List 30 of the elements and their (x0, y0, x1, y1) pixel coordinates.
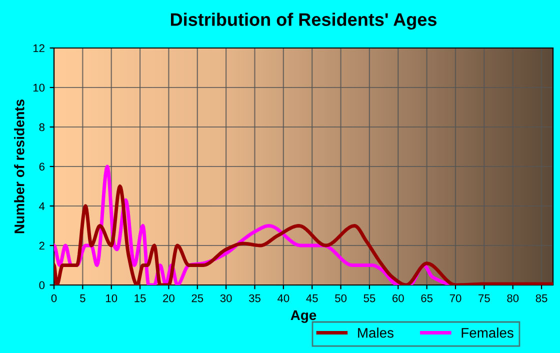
y-tick-label: 12 (33, 44, 44, 52)
x-tick-label: 55 (364, 294, 376, 302)
x-tick-label: 5 (80, 294, 86, 302)
x-tick-label: 85 (536, 294, 548, 302)
x-tick-label: 15 (134, 294, 146, 302)
x-tick-label: 70 (450, 294, 462, 302)
x-tick-label: 30 (220, 294, 232, 302)
x-tick-label: 60 (392, 294, 404, 302)
x-tick-label: 45 (306, 294, 318, 302)
y-tick-label: 8 (39, 123, 44, 132)
legend-label: Males (358, 328, 394, 338)
x-tick-label: 65 (421, 294, 433, 302)
y-tick-label: 0 (39, 281, 45, 290)
x-tick-label: 75 (478, 294, 490, 302)
x-tick-label: 25 (192, 294, 204, 302)
y-tick-label: 2 (39, 242, 44, 250)
legend-label: Females (462, 328, 514, 338)
x-tick-label: 35 (248, 294, 260, 302)
x-tick-label: 80 (507, 294, 519, 302)
x-axis-title: Age (290, 310, 316, 323)
x-tick-label: 10 (106, 294, 118, 302)
chart-title: Distribution of Residents' Ages (170, 12, 436, 30)
x-tick-label: 40 (278, 294, 290, 302)
x-tick-label: 0 (51, 294, 57, 302)
x-tick-label: 20 (163, 294, 174, 302)
y-axis-title: Number of residents (14, 100, 24, 234)
y-tick-label: 10 (33, 84, 45, 92)
y-tick-label: 6 (39, 162, 44, 171)
x-tick-label: 50 (335, 294, 347, 302)
y-tick-label: 4 (39, 202, 45, 210)
